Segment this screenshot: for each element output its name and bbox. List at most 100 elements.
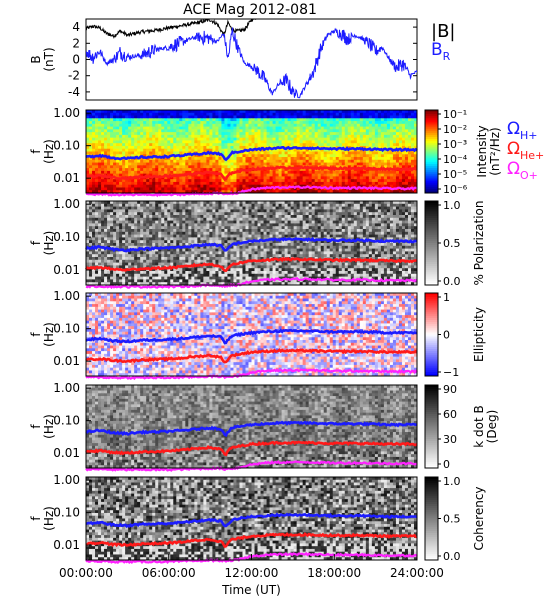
coherency-heatmap <box>86 477 418 561</box>
gyrofreq-line-Oplus <box>85 460 417 472</box>
gyrofreq-line-Heplus <box>85 440 418 457</box>
colorbar-tick-label: 0 <box>443 458 450 471</box>
gyrofreq-line-Heplus <box>85 348 418 364</box>
colorbar-label: k dot B <box>472 405 486 447</box>
gyrofreq-line-Oplus <box>85 185 418 198</box>
x-axis-label: Time (UT) <box>221 583 281 597</box>
colorbar-label: (Deg) <box>485 410 499 444</box>
y-axis-label: f <box>29 332 43 337</box>
y-tick-label: 1.00 <box>53 289 80 303</box>
colorbar-tick-label: 0.5 <box>443 237 461 250</box>
colorbar-tick-label: 30 <box>443 433 457 446</box>
y-tick-label: 1.00 <box>53 106 80 120</box>
ellipticity-heatmap <box>86 293 418 377</box>
colorbar-tick-label: 1.0 <box>443 475 461 488</box>
intensity-colorbar: 10⁻¹ 10⁻² 10⁻³ 10⁻⁴ 10⁻⁵ 10⁻⁶ Intensity (nT²/Hz… <box>424 108 502 196</box>
legend-omega-Heplus: ΩHe+ <box>507 139 544 162</box>
y-axis-label: f <box>29 240 43 245</box>
legend-absB: |B| <box>431 21 455 42</box>
polarization-frame <box>85 200 418 286</box>
gyrofreq-line-Hplus <box>85 328 418 345</box>
kdotb-frame <box>85 384 418 469</box>
y-axis-unit: (Hz) <box>42 414 56 439</box>
ellipticity-colorbar: 1 0 −1 Ellipticity <box>424 291 486 379</box>
polarization-panel: 1.00 0.10 0.01 f (Hz) 1.0 0.5 0.0 % Polarization <box>29 197 486 290</box>
gyrofreq-line-Hplus <box>85 236 418 253</box>
y-tick-label: 0.10 <box>53 230 80 244</box>
series-line-absB <box>86 19 417 39</box>
colorbar-tick-label: 1.0 <box>443 199 461 212</box>
colorbar-frame <box>424 109 439 194</box>
mag-panel: 4 2 0 -2 -4 B (nT) |B|BR <box>29 18 455 101</box>
time-axis: 00:00:00 06:00:00 12:00:00 18:00:00 24:00:00… <box>59 554 444 597</box>
y-axis-unit: (Hz) <box>42 139 56 164</box>
colorbar-tick-label: 1 <box>443 291 450 304</box>
y-tick-label: 1.00 <box>53 197 80 211</box>
panel-stack: 420-2-4B (nT)|B|BR1.000.100.01f (Hz)10⁻¹10… <box>29 18 544 565</box>
colorbar-label: (nT²/Hz) <box>488 127 502 175</box>
gyrofreq-line-Heplus <box>84 256 418 273</box>
mag-plot-frame <box>85 18 418 101</box>
y-axis-label: f <box>29 424 43 429</box>
gyrofreq-line-Hplus <box>85 420 418 437</box>
colorbar-tick-label: 10⁻² <box>443 123 467 136</box>
y-tick-label: 0.01 <box>53 446 80 460</box>
colorbar-tick-label: −1 <box>443 366 459 379</box>
ellipticity-frame <box>85 292 418 377</box>
y-axis-unit: (nT) <box>42 47 56 71</box>
intensity-frame <box>85 109 418 194</box>
y-tick-label: -4 <box>68 85 80 99</box>
y-tick-label: 0.10 <box>53 414 80 428</box>
legend-omega-Hplus: ΩH+ <box>507 119 538 142</box>
gyrofreq-line-Heplus <box>85 165 418 182</box>
y-tick-label: 0.10 <box>53 506 80 520</box>
polarization-heatmap <box>86 201 418 286</box>
gyrofreq-line-Hplus <box>85 512 418 529</box>
y-tick-label: 4 <box>72 20 80 34</box>
y-tick-label: 0.10 <box>53 139 80 153</box>
colorbar-label: % Polarization <box>472 201 486 286</box>
y-tick-label: 0.01 <box>53 538 80 552</box>
y-axis-label: f <box>29 149 43 154</box>
x-tick-label: 12:00:00 <box>225 566 279 580</box>
legend-omega-Oplus: ΩO+ <box>507 159 538 182</box>
y-axis-label: B <box>29 55 43 63</box>
figure-title: ACE Mag 2012-081 <box>183 2 317 18</box>
y-tick-label: 0.01 <box>53 171 80 185</box>
gyrofreq-line-Oplus <box>85 368 418 381</box>
kdotb-panel: 1.00 0.10 0.01 f (Hz) 90 60 30 0 k dot B (Deg) <box>29 381 499 472</box>
colorbar-tick-label: 10⁻⁶ <box>443 183 468 196</box>
legend-BR: BR <box>431 40 451 63</box>
y-tick-label: 1.00 <box>53 381 80 395</box>
colorbar-tick-label: 0.0 <box>443 550 461 563</box>
colorbar-tick-label: 60 <box>443 408 457 421</box>
x-tick-label: 18:00:00 <box>307 566 361 580</box>
polarization-colorbar: 1.0 0.5 0.0 % Polarization <box>424 199 486 288</box>
intensity-panel: 1.00 0.10 0.01 f (Hz) 10⁻¹ 10⁻² 10⁻³ 10⁻⁴ 10⁻⁵ 10⁻… <box>29 106 544 198</box>
x-tick-label: 24:00:00 <box>390 566 444 580</box>
y-tick-label: 0.01 <box>53 263 80 277</box>
y-tick-label: 0.10 <box>53 322 80 336</box>
x-tick-label: 00:00:00 <box>59 566 113 580</box>
gyrofreq-line-Hplus <box>85 145 418 162</box>
colorbar-tick-label: 0 <box>443 329 450 342</box>
colorbar-label: Coherency <box>472 486 486 550</box>
colorbar-tick-label: 0.0 <box>443 275 461 288</box>
x-tick-label: 06:00:00 <box>142 566 196 580</box>
coherency-panel: 1.00 0.10 0.01 f (Hz) 1.0 0.5 0.0 Coherency <box>29 473 486 565</box>
colorbar-tick-label: 10⁻⁵ <box>443 168 467 181</box>
y-axis-unit: (Hz) <box>42 322 56 347</box>
kdotb-colorbar: 90 60 30 0 k dot B (Deg) <box>424 383 499 471</box>
gyrofreq-line-Heplus <box>86 532 418 549</box>
colorbar-tick-label: 10⁻⁴ <box>443 153 468 166</box>
colorbar-tick-label: 10⁻¹ <box>443 108 467 121</box>
gyrofreq-line-Oplus <box>85 277 418 290</box>
colorbar-tick-label: 10⁻³ <box>443 138 467 151</box>
y-tick-label: 0.01 <box>53 354 80 368</box>
colorbar-tick-label: 90 <box>443 383 457 396</box>
colorbar-frame <box>424 384 439 469</box>
colorbar-label: Ellipticity <box>472 307 486 362</box>
y-axis-unit: (Hz) <box>42 506 56 531</box>
y-tick-label: 2 <box>72 36 80 50</box>
